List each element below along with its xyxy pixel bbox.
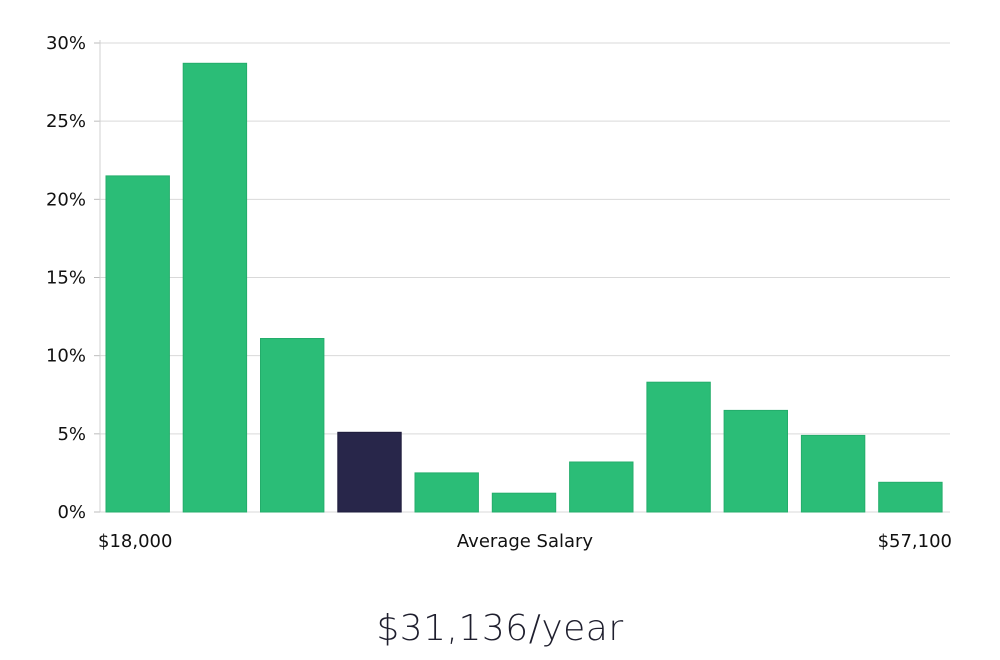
bar[interactable] — [260, 338, 325, 513]
bar[interactable] — [800, 434, 866, 513]
y-tick-label: 15% — [46, 268, 86, 289]
y-tick-label: 30% — [46, 33, 86, 54]
bars — [105, 62, 943, 513]
bar[interactable] — [105, 175, 170, 513]
average-salary-value: $31,136/year — [376, 608, 624, 649]
bar-highlighted[interactable] — [337, 431, 402, 513]
y-tick-label: 0% — [57, 502, 86, 523]
bar[interactable] — [646, 381, 711, 513]
y-axis-ticks: 0% 5% 10% 15% 20% 25% 30% — [46, 33, 100, 523]
y-tick-label: 5% — [57, 424, 86, 445]
x-axis-title: Average Salary — [457, 531, 594, 552]
bar[interactable] — [723, 409, 788, 513]
y-tick-label: 20% — [46, 189, 86, 210]
x-max-label: $57,100 — [878, 531, 952, 552]
salary-histogram: 0% 5% 10% 15% 20% 25% 30% $18,000 Average Sala… — [46, 33, 952, 552]
y-tick-label: 10% — [46, 346, 86, 367]
y-tick-label: 25% — [46, 111, 86, 132]
bar[interactable] — [491, 492, 557, 513]
bar[interactable] — [878, 481, 943, 513]
x-min-label: $18,000 — [98, 531, 172, 552]
bar[interactable] — [569, 461, 634, 513]
bar[interactable] — [414, 472, 479, 513]
bar[interactable] — [182, 62, 248, 513]
